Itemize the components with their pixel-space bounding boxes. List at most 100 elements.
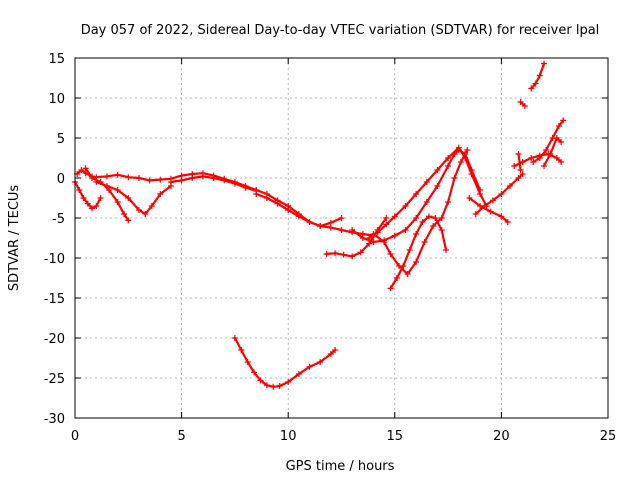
data-point-marker xyxy=(438,215,445,221)
data-point-marker xyxy=(393,275,400,281)
data-point-marker xyxy=(445,155,452,161)
data-point-marker xyxy=(517,167,524,173)
data-point-marker xyxy=(504,219,511,225)
data-point-marker xyxy=(244,359,251,365)
data-point-marker xyxy=(142,211,149,217)
data-point-marker xyxy=(327,219,334,226)
data-point-marker xyxy=(515,151,522,157)
data-point-marker xyxy=(357,249,364,256)
y-tick-label: -25 xyxy=(44,372,65,387)
data-point-marker xyxy=(199,173,206,180)
x-tick-label: 20 xyxy=(493,429,510,444)
data-point-marker xyxy=(498,191,505,197)
data-point-marker xyxy=(383,221,390,228)
data-point-marker xyxy=(532,80,539,87)
data-point-marker xyxy=(391,232,398,239)
series-line xyxy=(233,336,337,388)
data-point-marker xyxy=(125,174,132,181)
x-tick-label: 25 xyxy=(600,429,617,444)
data-point-marker xyxy=(413,259,420,265)
data-point-marker xyxy=(423,179,430,185)
data-point-marker xyxy=(536,155,543,161)
series-track-q xyxy=(530,117,567,165)
data-point-marker xyxy=(430,223,437,229)
data-point-marker xyxy=(295,371,302,377)
data-point-marker xyxy=(528,85,535,92)
series-track-n xyxy=(472,171,526,217)
data-point-marker xyxy=(553,135,560,141)
data-point-marker xyxy=(445,199,452,205)
y-tick-label: -15 xyxy=(44,292,65,307)
data-point-marker xyxy=(381,239,388,245)
data-point-marker xyxy=(332,347,339,353)
data-point-marker xyxy=(178,177,185,184)
chart-title: Day 057 of 2022, Sidereal Day-to-day VTE… xyxy=(81,23,600,38)
data-point-marker xyxy=(135,207,142,213)
data-point-marker xyxy=(517,99,524,105)
tick-layer: 0 5 10 15 20 25 -30 -25 -20 -15 -10 -5 0 5 10 15 xyxy=(44,52,617,444)
data-point-marker xyxy=(78,167,85,173)
data-point-marker xyxy=(89,175,96,181)
data-point-marker xyxy=(477,191,484,197)
data-point-marker xyxy=(210,175,217,181)
data-point-marker xyxy=(295,213,302,220)
data-point-marker xyxy=(457,159,464,165)
data-point-marker xyxy=(547,151,554,157)
data-point-marker xyxy=(370,231,377,237)
data-point-marker xyxy=(506,183,513,189)
y-tick-label: 15 xyxy=(48,52,65,67)
data-point-marker xyxy=(135,175,142,181)
data-point-marker xyxy=(558,139,565,145)
data-point-marker xyxy=(553,155,560,161)
data-point-marker xyxy=(423,199,430,205)
data-point-marker xyxy=(146,177,153,184)
data-point-marker xyxy=(274,200,281,207)
data-point-marker xyxy=(285,207,292,213)
y-axis-title: SDTVAR / TECUs xyxy=(7,185,22,292)
data-point-marker xyxy=(383,215,390,221)
y-tick-label: -5 xyxy=(52,212,65,227)
data-point-marker xyxy=(442,247,449,253)
series-track-e xyxy=(167,173,260,194)
data-point-marker xyxy=(455,144,462,151)
series-line xyxy=(368,146,488,240)
data-point-marker xyxy=(327,351,334,357)
data-point-marker xyxy=(374,229,381,236)
data-point-marker xyxy=(541,163,548,169)
data-point-marker xyxy=(511,163,518,169)
data-point-marker xyxy=(157,176,164,183)
series-track-k xyxy=(370,147,471,277)
data-point-marker xyxy=(323,251,330,257)
series-track-t xyxy=(528,60,548,92)
series-line xyxy=(542,136,563,168)
data-point-marker xyxy=(468,171,475,177)
data-point-marker xyxy=(257,377,264,384)
data-point-marker xyxy=(404,271,411,277)
data-point-marker xyxy=(97,195,104,201)
data-point-marker xyxy=(231,180,238,187)
series-track-r xyxy=(541,135,565,169)
data-point-marker xyxy=(148,203,155,209)
series-track-p xyxy=(515,151,524,173)
data-point-marker xyxy=(472,211,479,217)
data-point-marker xyxy=(515,175,522,181)
y-tick-label: 5 xyxy=(57,132,65,147)
y-tick-label: 10 xyxy=(48,92,65,107)
data-point-marker xyxy=(366,240,373,247)
data-point-marker xyxy=(438,227,445,233)
data-point-marker xyxy=(221,177,228,184)
data-point-marker xyxy=(114,187,121,193)
data-point-marker xyxy=(489,197,496,204)
data-point-marker xyxy=(157,191,164,197)
data-point-marker xyxy=(238,347,245,353)
data-point-marker xyxy=(263,195,270,201)
data-point-marker xyxy=(270,383,277,390)
series-track-l xyxy=(387,213,449,292)
data-point-marker xyxy=(338,215,345,221)
data-point-marker xyxy=(317,223,324,229)
data-point-marker xyxy=(263,382,270,389)
data-point-marker xyxy=(332,250,339,257)
data-point-marker xyxy=(349,253,356,260)
series-line xyxy=(519,100,527,108)
